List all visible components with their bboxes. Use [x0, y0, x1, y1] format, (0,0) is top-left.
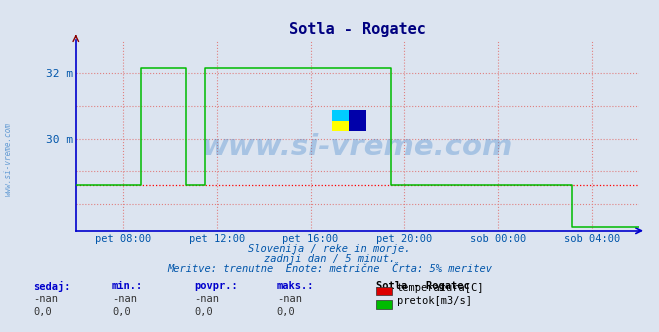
- Title: Sotla - Rogatec: Sotla - Rogatec: [289, 22, 426, 37]
- Text: -nan: -nan: [112, 294, 137, 304]
- Text: 0,0: 0,0: [33, 307, 51, 317]
- Text: sedaj:: sedaj:: [33, 281, 71, 291]
- Bar: [332, 121, 349, 131]
- Text: -nan: -nan: [33, 294, 58, 304]
- Text: www.si-vreme.com: www.si-vreme.com: [3, 123, 13, 196]
- Text: min.:: min.:: [112, 281, 143, 290]
- Bar: [332, 111, 349, 121]
- Text: zadnji dan / 5 minut.: zadnji dan / 5 minut.: [264, 254, 395, 264]
- Text: 0,0: 0,0: [277, 307, 295, 317]
- Text: www.si-vreme.com: www.si-vreme.com: [202, 133, 513, 161]
- Text: 0,0: 0,0: [112, 307, 130, 317]
- Text: -nan: -nan: [277, 294, 302, 304]
- Text: Meritve: trenutne  Enote: metrične  Črta: 5% meritev: Meritve: trenutne Enote: metrične Črta: …: [167, 264, 492, 274]
- Text: 0,0: 0,0: [194, 307, 213, 317]
- Text: -nan: -nan: [194, 294, 219, 304]
- Bar: [349, 111, 366, 131]
- Text: povpr.:: povpr.:: [194, 281, 238, 290]
- Text: pretok[m3/s]: pretok[m3/s]: [397, 296, 472, 306]
- Text: temperatura[C]: temperatura[C]: [397, 283, 484, 293]
- Text: maks.:: maks.:: [277, 281, 314, 290]
- Text: Slovenija / reke in morje.: Slovenija / reke in morje.: [248, 244, 411, 254]
- Text: Sotla - Rogatec: Sotla - Rogatec: [376, 281, 469, 290]
